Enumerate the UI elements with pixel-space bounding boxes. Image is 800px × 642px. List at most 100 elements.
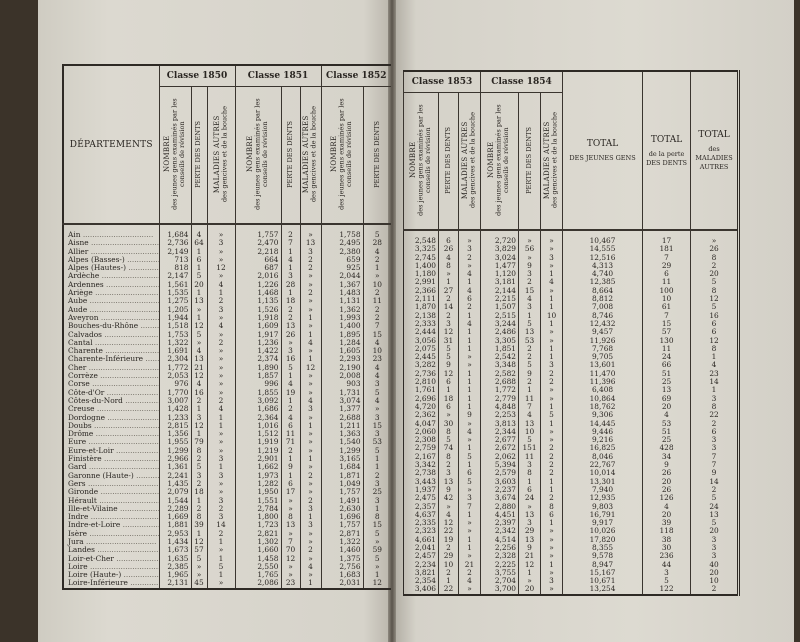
cell-total-perte-dents: 30 — [642, 543, 691, 553]
cell-total-perte-dents: 4 — [642, 411, 691, 420]
cell-perte-1853: 30 — [438, 419, 459, 428]
cell-maladies-1850: » — [206, 272, 236, 281]
cell-nombre-1851: 1,765 — [234, 571, 282, 580]
cell-maladies-1853: 7 — [457, 502, 481, 511]
header-classe-1853: Classe 1853 — [402, 71, 481, 93]
cell-nombre-1851: 1,016 — [234, 421, 282, 431]
table-row: 2,444 12 1 2,486 13» 9,457 57 6 — [404, 328, 739, 337]
cell-maladies-1854: » — [540, 543, 563, 553]
cell-maladies-1853: 1 — [457, 394, 481, 403]
cell-maladies-1851: » — [299, 272, 322, 281]
department-name: Charente — [63, 347, 159, 355]
cell-perte-1853: 5 — [438, 344, 459, 354]
cell-nombre-1853: 2,548 — [414, 236, 436, 245]
department-name: Isère — [63, 530, 159, 538]
cell-perte-1852: 1 — [362, 463, 392, 472]
cell-maladies-1853: 1 — [457, 369, 481, 379]
cell-total-perte-dents: 20 — [642, 510, 691, 520]
cell-total-maladies: 8 — [690, 253, 739, 262]
cell-nombre-1852: 1,871 — [320, 471, 364, 480]
cell-nombre-1850: 1,669 — [158, 513, 191, 522]
cell-maladies-1850: 3 — [206, 239, 236, 248]
cell-total-jeunes-gens: 13,254 — [562, 585, 643, 595]
cell-perte-1854: 151 — [518, 444, 541, 453]
cell-nombre-1853: 3,821 — [414, 568, 436, 577]
cell-perte-1850: » — [190, 305, 207, 314]
department-name: Cantal — [63, 339, 159, 347]
cell-total-perte-dents: 51 — [642, 427, 691, 437]
cell-perte-1850: 1 — [190, 247, 207, 256]
cell-nombre-1854: 2,779 — [480, 394, 519, 403]
cell-perte-1853: 3 — [438, 319, 459, 329]
cell-maladies-1854: » — [540, 585, 563, 595]
cell-total-maladies: 5 — [690, 494, 739, 503]
cell-nombre-1852: 2,871 — [320, 529, 364, 538]
cell-perte-1854: 9 — [518, 261, 541, 271]
header-perte-des-dents: PERTE DES DENTS — [438, 92, 459, 231]
cell-maladies-1850: » — [206, 438, 236, 447]
cell-total-maladies: 2 — [690, 585, 739, 595]
cell-perte-1850: 2 — [190, 479, 207, 489]
cell-maladies-1850: » — [206, 255, 236, 265]
department-name: Jura — [63, 538, 159, 546]
cell-perte-1851: 2 — [280, 446, 301, 456]
department-name: Ille-et-Vilaine — [63, 505, 159, 513]
cell-perte-1851: » — [280, 562, 301, 572]
cell-maladies-1854: 2 — [540, 452, 563, 462]
cell-total-maladies: 12 — [690, 336, 739, 345]
table-row: 4,661 19 1 4,514 13» 17,820 38 3 — [404, 535, 739, 544]
cell-nombre-1853: 1,761 — [414, 386, 436, 395]
cell-total-jeunes-gens: 4,313 — [562, 261, 643, 271]
cell-perte-1852: 5 — [362, 388, 392, 397]
cell-nombre-1851: 2,901 — [234, 455, 282, 464]
cell-nombre-1850: 1,684 — [158, 224, 191, 240]
cell-nombre-1850: 1,356 — [158, 430, 191, 439]
department-name: Dordogne — [63, 414, 159, 422]
cell-nombre-1850: 1,944 — [158, 313, 191, 323]
department-name: Ain — [63, 224, 159, 239]
cell-nombre-1851: 1,973 — [234, 471, 282, 480]
cell-nombre-1852: 1,540 — [320, 438, 364, 447]
header-nombre-examines: NOMBRE des jeunes gens examinés par les c… — [320, 86, 364, 225]
cell-total-perte-dents: 25 — [642, 436, 691, 445]
cell-maladies-1850: » — [206, 363, 236, 373]
cell-maladies-1850: 2 — [206, 297, 236, 306]
nombre-sub: des jeunes gens examinés par les conseil… — [253, 98, 269, 210]
cell-maladies-1851: » — [299, 322, 322, 331]
department-name: Doubs — [63, 422, 159, 430]
cell-nombre-1851: 2,470 — [234, 239, 282, 248]
cell-maladies-1854: 2 — [540, 369, 563, 379]
cell-nombre-1854: 2,672 — [480, 444, 519, 453]
perte-label: PERTE DES DENTS — [372, 120, 381, 188]
cell-perte-1851: 7 — [280, 537, 301, 547]
cell-perte-1853: 10 — [438, 560, 459, 569]
table-row: 3,406 22» 3,700 20» 13,254 122 2 — [404, 585, 739, 595]
cell-total-jeunes-gens: 8,664 — [562, 286, 643, 296]
cell-perte-1853: » — [438, 411, 459, 420]
cell-perte-1853: 4 — [438, 510, 459, 520]
cell-perte-1854: 11 — [518, 394, 541, 403]
cell-maladies-1850: 3 — [206, 305, 236, 314]
maladies-sub: des gencives et de la bouche — [550, 111, 559, 209]
cell-maladies-1850: » — [206, 380, 236, 389]
cell-nombre-1854: 2,688 — [480, 378, 519, 387]
cell-perte-1851: 1 — [280, 372, 301, 381]
cell-nombre-1851: 1,757 — [234, 224, 282, 240]
cell-nombre-1851: 1,302 — [234, 537, 282, 547]
cell-nombre-1853: 2,333 — [414, 319, 436, 328]
cell-perte-1852: 1 — [362, 504, 392, 514]
department-name: Loire — [63, 563, 159, 571]
cell-maladies-1853: 1 — [457, 336, 481, 345]
cell-perte-1850: 12 — [190, 322, 207, 331]
cell-nombre-1852: 1,757 — [320, 488, 364, 497]
cell-total-maladies: 24 — [690, 502, 739, 511]
cell-total-perte-dents: 11 — [642, 278, 691, 287]
cell-perte-1854: 15 — [518, 286, 541, 296]
cell-maladies-1850: 2 — [206, 396, 236, 406]
cell-maladies-1854: 2 — [540, 444, 563, 453]
cell-nombre-1850: 1,673 — [158, 546, 191, 555]
cell-total-maladies: 3 — [690, 436, 739, 445]
cell-total-maladies: 12 — [690, 295, 739, 304]
